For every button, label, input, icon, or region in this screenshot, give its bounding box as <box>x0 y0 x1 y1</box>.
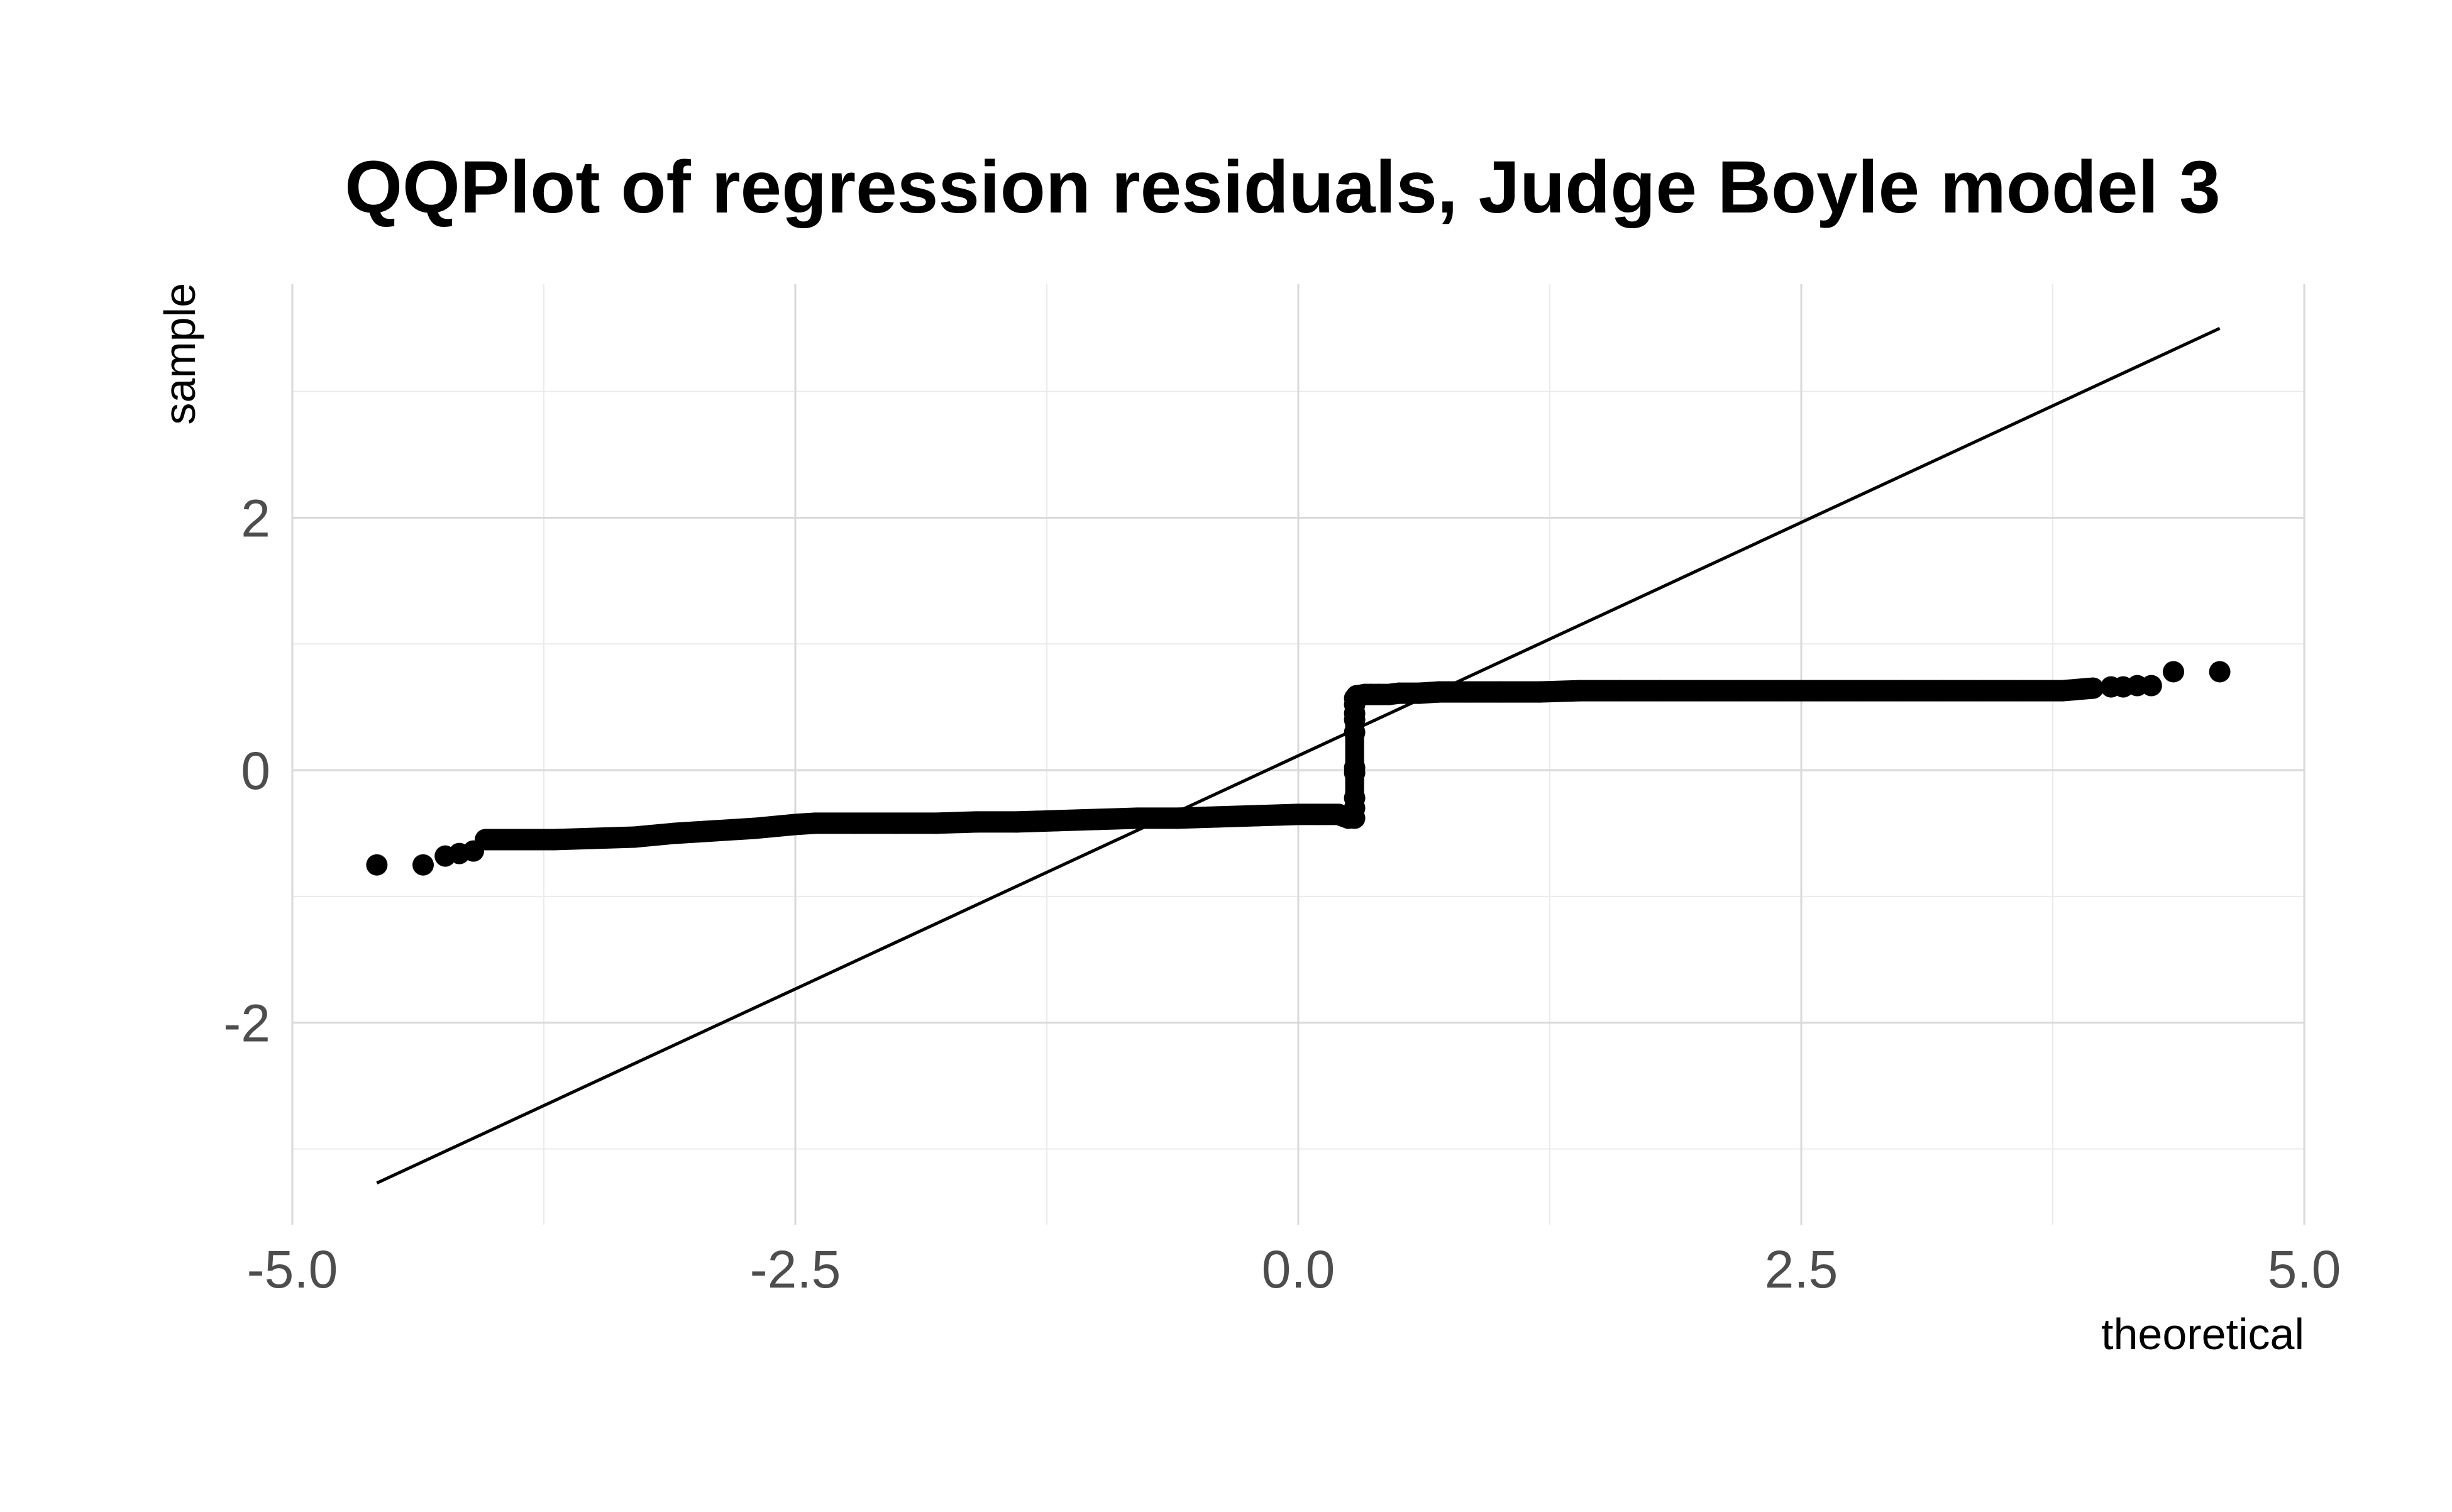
qq-point-band <box>1345 677 2104 707</box>
y-tick-label: -2 <box>223 994 270 1053</box>
qq-point <box>366 854 388 876</box>
y-tick-label: 2 <box>241 488 270 548</box>
grid-layer <box>291 284 2306 1225</box>
x-axis-label: theoretical <box>2101 1310 2304 1359</box>
reference-line-layer <box>376 327 2221 1185</box>
labels-layer: QQPlot of regression residuals, Judge Bo… <box>155 146 2341 1359</box>
y-tick-label: 0 <box>241 741 270 800</box>
qq-point-jump <box>1339 686 1366 828</box>
qq-point <box>2163 661 2184 683</box>
y-axis-label: sample <box>155 283 204 425</box>
x-tick-label: -2.5 <box>750 1240 841 1299</box>
qq-point-band <box>475 803 1359 851</box>
x-tick-label: 5.0 <box>2268 1240 2341 1299</box>
x-tick-label: 2.5 <box>1765 1240 1838 1299</box>
qq-point <box>412 854 434 876</box>
chart-title: QQPlot of regression residuals, Judge Bo… <box>345 146 2221 229</box>
qq-point <box>2209 661 2231 683</box>
qq-point <box>2140 675 2162 697</box>
points-layer <box>366 661 2231 876</box>
x-tick-label: -5.0 <box>247 1240 338 1299</box>
qq-reference-line <box>376 327 2221 1185</box>
x-tick-label: 0.0 <box>1262 1240 1335 1299</box>
